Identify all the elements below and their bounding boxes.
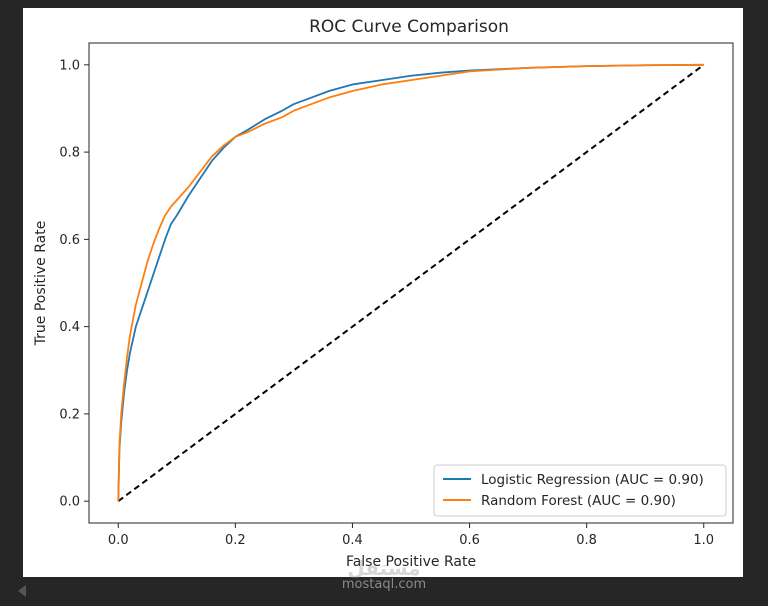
legend: Logistic Regression (AUC = 0.90) Random … bbox=[433, 464, 727, 517]
y-tick-label: 0.4 bbox=[59, 320, 80, 335]
plot-area bbox=[117, 63, 705, 502]
x-axis-label: False Positive Rate bbox=[346, 554, 476, 570]
x-tick-label: 0.0 bbox=[108, 533, 129, 548]
roc-chart: ROC Curve Comparison 0.0 0.2 0.4 0.6 0.8 1.00… bbox=[33, 17, 734, 570]
diagonal-reference-line bbox=[117, 64, 705, 502]
series-line-logistic-regression bbox=[117, 63, 704, 502]
y-tick-label: 0.0 bbox=[59, 495, 80, 510]
y-tick-label: 0.8 bbox=[59, 146, 80, 161]
y-axis-label: True Positive Rate bbox=[33, 221, 49, 347]
x-tick-label: 0.2 bbox=[225, 533, 246, 548]
legend-label-random-forest: Random Forest (AUC = 0.90) bbox=[481, 493, 676, 509]
legend-label-logistic: Logistic Regression (AUC = 0.90) bbox=[481, 472, 704, 488]
x-tick-label: 0.8 bbox=[576, 533, 597, 548]
x-tick-label: 0.4 bbox=[342, 533, 363, 548]
chart-title: ROC Curve Comparison bbox=[309, 17, 509, 37]
y-tick-label: 0.2 bbox=[59, 407, 80, 422]
x-tick-label: 1.0 bbox=[693, 533, 714, 548]
y-tick-label: 0.6 bbox=[59, 233, 80, 248]
series-line-random-forest bbox=[117, 63, 704, 502]
legend-box bbox=[433, 464, 727, 517]
chart-figure: ROC Curve Comparison 0.0 0.2 0.4 0.6 0.8 1.0 0… bbox=[23, 8, 743, 577]
x-tick-label: 0.6 bbox=[459, 533, 480, 548]
watermark-site: mostaql.com bbox=[341, 577, 427, 592]
previous-arrow-icon[interactable] bbox=[18, 585, 26, 597]
plot-frame bbox=[88, 42, 734, 524]
y-tick-label: 1.0 bbox=[59, 58, 80, 73]
watermark-logo: مستقل bbox=[347, 556, 421, 580]
axis-ticks: 0.0 0.2 0.4 0.6 0.8 1.0 0.0 0.2 0.4 0.6 0.8 1.0 bbox=[59, 58, 714, 548]
